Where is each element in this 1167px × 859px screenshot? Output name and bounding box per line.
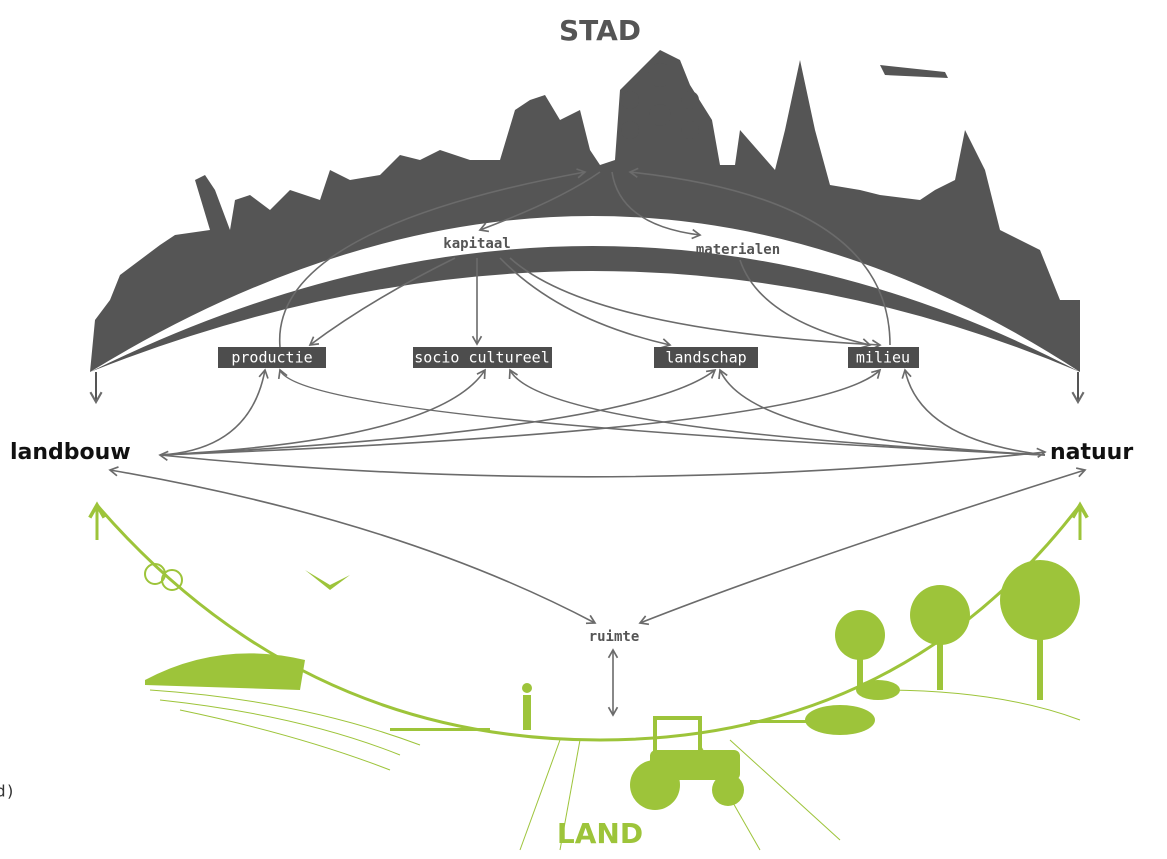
city-skyline bbox=[90, 50, 1080, 372]
node-label: milieu bbox=[856, 349, 910, 367]
flow-label: kapitaal bbox=[443, 236, 510, 252]
pole-label: landbouw bbox=[10, 440, 131, 465]
node-label: socio cultureel bbox=[414, 349, 549, 367]
title-top: STAD bbox=[559, 14, 641, 47]
landscape bbox=[97, 505, 1080, 850]
node-label: landschap bbox=[665, 349, 746, 367]
flow-label: materialen bbox=[696, 242, 780, 258]
flow-label: ruimte bbox=[589, 629, 640, 645]
fragment-text: d) bbox=[0, 782, 15, 801]
title-bottom: LAND bbox=[557, 817, 643, 850]
diagram: productie socio cultureel landschap mili… bbox=[0, 0, 1167, 859]
pole-label: natuur bbox=[1050, 440, 1133, 465]
node-label: productie bbox=[231, 349, 312, 367]
